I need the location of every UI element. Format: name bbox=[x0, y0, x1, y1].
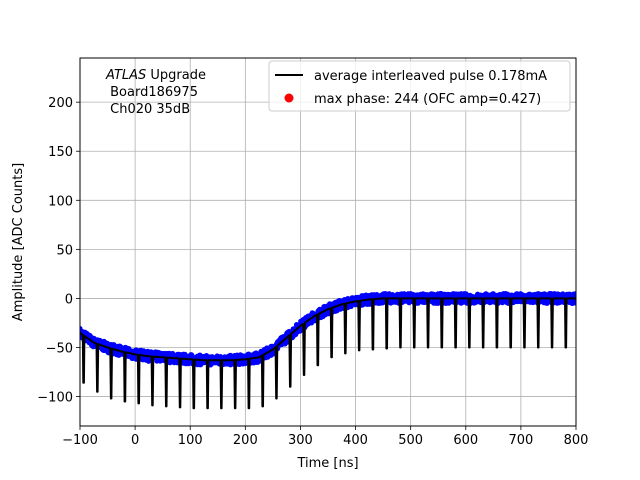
average-pulse-series bbox=[80, 297, 576, 410]
average-pulse-line bbox=[80, 297, 576, 410]
legend-box bbox=[268, 60, 571, 112]
plot-frame bbox=[79, 57, 577, 427]
x-axis: −100 0 100 200 300 400 500 600 700 800 bbox=[62, 426, 588, 448]
x-tick-label: 300 bbox=[288, 433, 313, 448]
x-tick-label: 100 bbox=[178, 433, 203, 448]
legend-label-max-phase: max phase: 244 (OFC amp=0.427) bbox=[314, 92, 541, 107]
legend: average interleaved pulse 0.178mA max ph… bbox=[268, 60, 571, 112]
legend-dot-marker bbox=[284, 93, 294, 103]
atlas-annotation: ATLAS Upgrade Board186975 Ch020 35dB bbox=[105, 68, 206, 117]
x-tick-label: 700 bbox=[508, 433, 533, 448]
y-tick-label: 150 bbox=[48, 145, 73, 160]
annotation-channel: Ch020 35dB bbox=[106, 102, 190, 117]
legend-label-average: average interleaved pulse 0.178mA bbox=[314, 69, 547, 84]
sample-point bbox=[182, 351, 188, 357]
y-tick-label: −100 bbox=[37, 391, 73, 406]
x-axis-title: Time [ns] bbox=[296, 456, 358, 471]
y-tick-label: 100 bbox=[48, 194, 73, 209]
x-tick-label: 200 bbox=[233, 433, 258, 448]
sample-point bbox=[573, 300, 576, 306]
x-tick-label: 0 bbox=[131, 433, 139, 448]
y-tick-label: −50 bbox=[46, 341, 73, 356]
annotation-upgrade: Upgrade bbox=[146, 68, 206, 83]
x-tick-label: 600 bbox=[453, 433, 478, 448]
x-tick-label: 800 bbox=[564, 433, 589, 448]
svg-text:ATLAS Upgrade: ATLAS Upgrade bbox=[105, 68, 206, 83]
x-tick-label: −100 bbox=[62, 433, 98, 448]
y-axis: −100 −50 0 50 100 150 200 bbox=[37, 96, 80, 406]
y-tick-label: 0 bbox=[65, 292, 73, 307]
y-tick-label: 200 bbox=[48, 96, 73, 111]
x-tick-label: 400 bbox=[343, 433, 368, 448]
y-axis-title: Amplitude [ADC Counts] bbox=[11, 163, 26, 321]
y-tick-label: 50 bbox=[56, 243, 73, 258]
annotation-atlas: ATLAS bbox=[105, 68, 146, 83]
x-tick-label: 500 bbox=[398, 433, 423, 448]
annotation-board: Board186975 bbox=[106, 85, 198, 100]
